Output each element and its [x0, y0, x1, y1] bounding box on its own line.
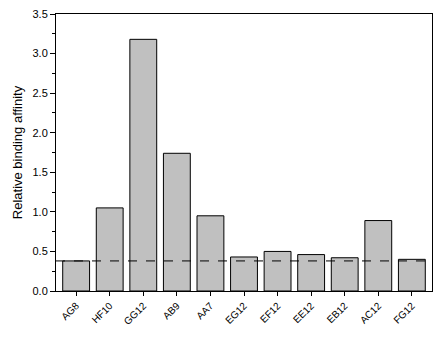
- svg-text:EB12: EB12: [325, 300, 350, 325]
- svg-text:EF12: EF12: [258, 300, 283, 325]
- svg-text:2.0: 2.0: [33, 127, 48, 139]
- svg-text:0.0: 0.0: [33, 285, 48, 297]
- svg-text:FG12: FG12: [391, 300, 417, 326]
- svg-text:AB9: AB9: [161, 300, 182, 321]
- svg-text:Relative binding affinity: Relative binding affinity: [10, 85, 25, 219]
- svg-text:0.5: 0.5: [33, 245, 48, 257]
- svg-text:AG8: AG8: [59, 300, 81, 322]
- svg-text:3.5: 3.5: [33, 8, 48, 20]
- svg-text:EG12: EG12: [223, 300, 249, 326]
- svg-text:1.0: 1.0: [33, 206, 48, 218]
- svg-text:2.5: 2.5: [33, 87, 48, 99]
- svg-text:EE12: EE12: [291, 300, 316, 325]
- svg-text:1.5: 1.5: [33, 166, 48, 178]
- svg-text:GG12: GG12: [122, 300, 149, 327]
- svg-text:HF10: HF10: [90, 300, 115, 325]
- svg-text:AA7: AA7: [194, 300, 215, 321]
- svg-text:AC12: AC12: [358, 300, 384, 326]
- svg-text:3.0: 3.0: [33, 47, 48, 59]
